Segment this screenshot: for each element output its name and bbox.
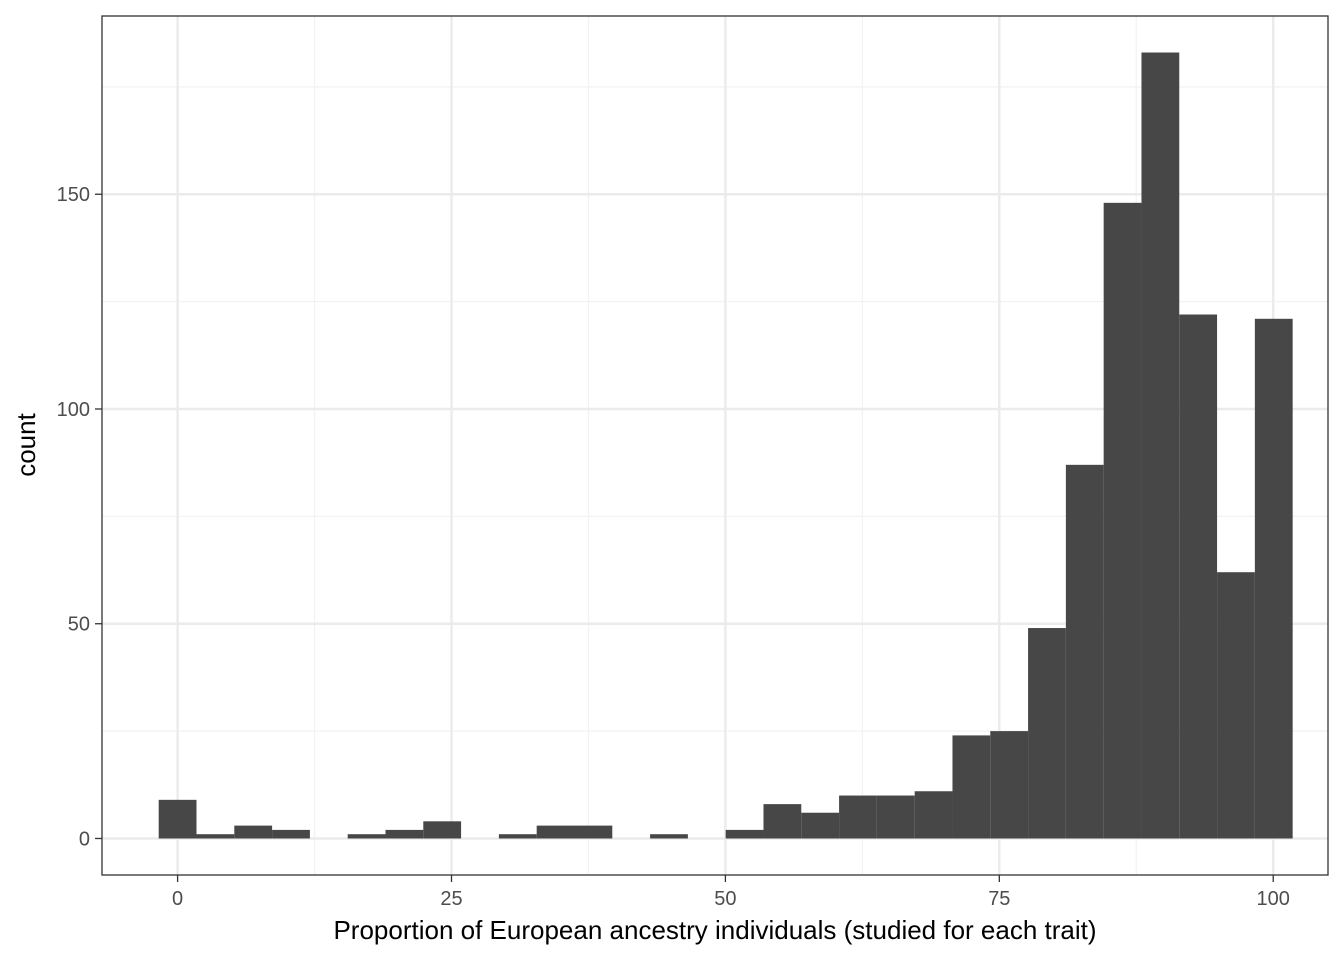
histogram-bar bbox=[952, 735, 991, 839]
histogram-bar bbox=[158, 799, 197, 839]
x-tick-label: 100 bbox=[1257, 888, 1290, 910]
histogram-bar bbox=[347, 834, 386, 839]
x-tick-label: 75 bbox=[988, 888, 1010, 910]
y-axis-title: count bbox=[11, 412, 41, 476]
histogram-bar bbox=[650, 834, 688, 839]
y-tick-label: 50 bbox=[68, 614, 90, 636]
histogram-bar bbox=[385, 829, 424, 839]
histogram-bar bbox=[536, 825, 575, 839]
x-tick-label: 25 bbox=[440, 888, 462, 910]
histogram-bar bbox=[1179, 314, 1218, 839]
histogram-bar bbox=[725, 829, 764, 839]
histogram-bar bbox=[234, 825, 273, 839]
histogram-bar bbox=[801, 812, 840, 839]
histogram-bar bbox=[1254, 318, 1293, 839]
histogram-bar bbox=[876, 795, 915, 839]
minor-gridlines bbox=[102, 16, 1328, 875]
histogram-bar bbox=[839, 795, 877, 839]
histogram-bar bbox=[990, 731, 1029, 839]
histogram-bars bbox=[158, 52, 1293, 839]
histogram-bar bbox=[498, 834, 537, 839]
x-tick-label: 0 bbox=[172, 888, 183, 910]
histogram-bar bbox=[272, 829, 310, 839]
histogram-bar bbox=[1141, 52, 1180, 839]
y-tick-label: 100 bbox=[57, 399, 90, 421]
x-axis-tick-labels: 0 25 50 75 100 bbox=[172, 888, 1290, 910]
histogram-bar bbox=[1028, 628, 1066, 839]
y-axis-tick-labels: 0 50 100 150 bbox=[57, 184, 90, 850]
panel-border bbox=[101, 15, 1329, 876]
histogram-bar bbox=[914, 791, 953, 839]
histogram-bar bbox=[1065, 464, 1104, 839]
x-tick-label: 50 bbox=[714, 888, 736, 910]
histogram-bar bbox=[763, 804, 802, 839]
histogram-bar bbox=[423, 821, 462, 839]
histogram-bar bbox=[574, 825, 613, 839]
histogram-bar bbox=[1217, 572, 1255, 839]
y-tick-label: 150 bbox=[57, 184, 90, 206]
x-axis-title: Proportion of European ancestry individu… bbox=[333, 915, 1096, 945]
y-tick-label: 0 bbox=[79, 828, 90, 850]
axis-ticks bbox=[95, 193, 1274, 882]
histogram-bar bbox=[1103, 202, 1142, 839]
histogram-bar bbox=[196, 834, 235, 839]
